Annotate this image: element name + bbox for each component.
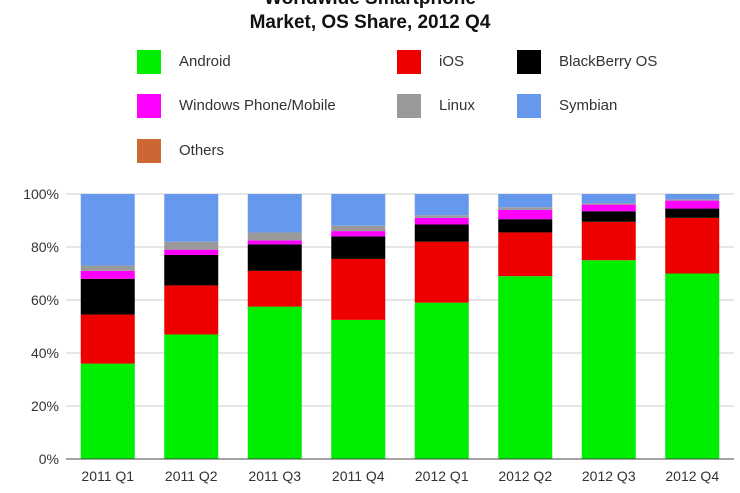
- x-tick-label: 2011 Q4: [332, 468, 385, 484]
- bar-segment: [665, 200, 720, 209]
- bar-segment: [247, 270, 302, 307]
- bar-segment: [164, 241, 219, 250]
- bar-segment: [247, 232, 302, 241]
- bar-segment: [665, 199, 720, 201]
- legend-swatch-others: [137, 139, 161, 163]
- bar-segment: [80, 363, 135, 459]
- legend-swatch-symbian: [517, 94, 541, 118]
- bar-segment: [581, 204, 636, 212]
- x-tick-label: 2011 Q1: [81, 468, 134, 484]
- bar-segment: [414, 224, 469, 242]
- bar-segment: [498, 276, 553, 459]
- bar-segment: [498, 207, 553, 210]
- legend-label-windows-phone: Windows Phone/Mobile: [179, 97, 336, 114]
- bar-segment: [665, 273, 720, 459]
- y-tick-label: 100%: [23, 186, 59, 202]
- y-tick-label: 40%: [31, 345, 59, 361]
- y-tick-label: 20%: [31, 398, 59, 414]
- bar-segment: [414, 302, 469, 459]
- bar-segment: [665, 194, 720, 200]
- bar-segment: [414, 241, 469, 303]
- bar-segment: [80, 314, 135, 364]
- bar-segment: [247, 240, 302, 245]
- legend-swatch-windows-phone: [137, 94, 161, 118]
- y-tick-label: 0%: [39, 451, 59, 467]
- legend-label-blackberry-os: BlackBerry OS: [559, 53, 658, 70]
- chart-title-line-1: Worldwide Smartphone: [0, 0, 740, 10]
- bar-segment: [331, 236, 386, 259]
- bar-segment: [665, 217, 720, 274]
- bar-segment: [581, 260, 636, 459]
- bar-segment: [247, 306, 302, 459]
- bar-segment: [164, 254, 219, 286]
- x-tick-label: 2012 Q2: [498, 468, 552, 484]
- legend-label-linux: Linux: [439, 97, 475, 114]
- bar-segment: [80, 270, 135, 279]
- legend-swatch-blackberry-os: [517, 50, 541, 74]
- x-tick-label: 2011 Q2: [165, 468, 218, 484]
- bar-segment: [414, 194, 469, 216]
- bar-segment: [164, 194, 219, 242]
- x-tick-label: 2012 Q4: [665, 468, 719, 484]
- bar-segment: [414, 215, 469, 218]
- bar-segment: [164, 249, 219, 255]
- bar-segment: [247, 194, 302, 233]
- bar-segment: [80, 278, 135, 315]
- bar-segment: [164, 285, 219, 335]
- legend-label-others: Others: [179, 142, 225, 159]
- bar-segment: [414, 217, 469, 225]
- bar-segment: [665, 208, 720, 218]
- bar-segment: [331, 258, 386, 320]
- bar-segment: [498, 194, 553, 208]
- bar-segment: [581, 211, 636, 222]
- x-tick-label: 2012 Q3: [582, 468, 636, 484]
- chart-title-line-2: Market, OS Share, 2012 Q4: [249, 12, 491, 33]
- y-tick-label: 60%: [31, 292, 59, 308]
- bar-segment: [331, 231, 386, 237]
- legend-label-symbian: Symbian: [559, 97, 618, 114]
- bar-segment: [164, 334, 219, 459]
- y-tick-label: 80%: [31, 239, 59, 255]
- bar-segment: [581, 194, 636, 204]
- bar-segment: [581, 203, 636, 205]
- legend-label-ios: iOS: [439, 53, 465, 70]
- bar-segment: [498, 209, 553, 220]
- bar-segment: [247, 244, 302, 271]
- bar-segment: [331, 194, 386, 226]
- bar-segment: [80, 194, 135, 266]
- legend-swatch-android: [137, 50, 161, 74]
- legend-swatch-ios: [397, 50, 421, 74]
- legend-label-android: Android: [179, 53, 231, 70]
- bar-segment: [80, 265, 135, 271]
- bar-segment: [498, 219, 553, 233]
- bar-segment: [331, 319, 386, 459]
- bar-segment: [498, 232, 553, 277]
- bar-segment: [581, 221, 636, 261]
- x-tick-label: 2011 Q3: [248, 468, 301, 484]
- bar-segment: [331, 225, 386, 232]
- legend-swatch-linux: [397, 94, 421, 118]
- x-tick-label: 2012 Q1: [415, 468, 469, 484]
